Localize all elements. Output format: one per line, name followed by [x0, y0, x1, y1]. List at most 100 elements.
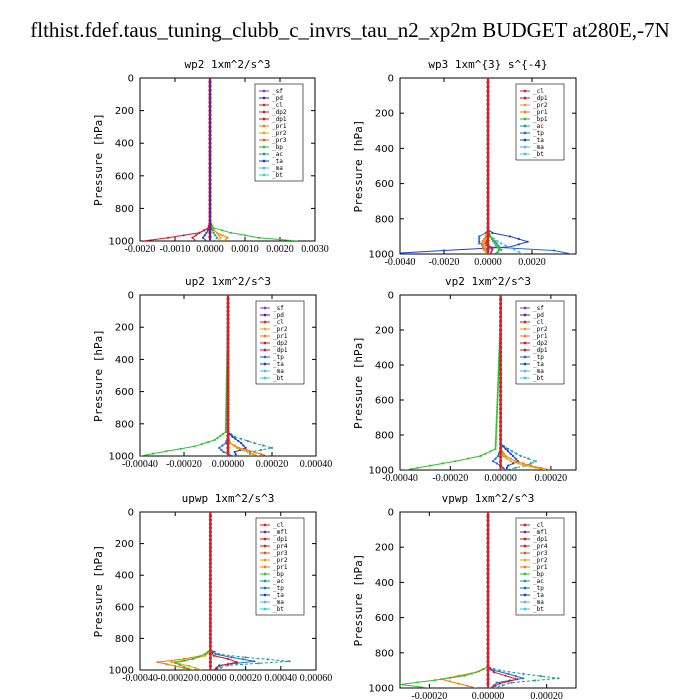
y-axis-label: Pressure [hPa] — [92, 329, 105, 422]
legend-entry: _ta — [273, 361, 284, 368]
series-point — [224, 428, 227, 431]
series-point — [527, 457, 530, 460]
series-point — [499, 359, 503, 363]
series-point — [214, 234, 217, 237]
series-point — [226, 295, 230, 297]
legend-entry: _ma — [272, 165, 283, 172]
series-group — [140, 295, 274, 456]
legend-marker — [262, 110, 266, 114]
series-point — [478, 240, 481, 243]
legend-marker — [523, 110, 527, 114]
series-point — [208, 93, 212, 96]
series-point — [486, 182, 490, 186]
series-point — [497, 361, 500, 365]
legend-marker — [262, 152, 266, 156]
series-point — [208, 660, 212, 664]
series-point — [496, 403, 499, 406]
series-point — [486, 638, 490, 642]
series-point — [208, 88, 212, 91]
legend-entry: _bt — [272, 172, 283, 179]
series-point — [215, 231, 219, 234]
legend-marker — [523, 96, 527, 100]
legend-entry: _dp1 — [272, 116, 287, 123]
panel-6: vpwp 1xm^2/s^3 Pressure [hPa] 0 200 400 600 80… — [352, 492, 577, 700]
legend-entry: _cl — [533, 522, 544, 529]
series-point — [201, 236, 205, 239]
series-point — [229, 442, 232, 445]
series-point — [482, 668, 485, 671]
series-point — [242, 444, 245, 447]
series-point — [214, 653, 217, 656]
series-point — [507, 680, 510, 683]
series-point — [499, 429, 503, 433]
legend-marker — [263, 544, 267, 548]
series-point — [208, 640, 212, 645]
series-point — [486, 589, 490, 593]
series-point — [508, 235, 512, 238]
y-tick-label: 1000 — [109, 666, 134, 677]
series-point — [208, 90, 212, 94]
series-point — [486, 155, 490, 159]
series-point — [182, 657, 186, 661]
series-point — [486, 116, 490, 120]
series-point — [486, 164, 490, 168]
series-point — [486, 541, 490, 545]
series-point — [491, 460, 495, 463]
series-point — [486, 545, 490, 549]
series-point — [486, 195, 490, 199]
legend-entry: _ma — [273, 599, 284, 606]
series-point — [208, 170, 212, 173]
series-point — [208, 151, 212, 154]
series-point — [496, 391, 499, 394]
series-point — [486, 677, 490, 681]
series-point — [486, 129, 490, 133]
series-point — [244, 446, 247, 449]
series-point — [208, 149, 212, 152]
series-point — [208, 172, 212, 175]
series-line-bp — [400, 512, 489, 688]
legend-entry: _dp2 — [533, 340, 548, 347]
series-point — [486, 138, 490, 142]
y-tick-label: 800 — [375, 648, 394, 659]
legend-marker — [523, 103, 527, 107]
series-line-pr1 — [157, 512, 211, 670]
x-tick-label: -0.00040 — [382, 473, 418, 484]
series-line-dp2 — [140, 295, 229, 456]
x-tick-label: 0.0030 — [301, 244, 329, 255]
series-point — [202, 229, 205, 232]
y-tick-label: 400 — [375, 578, 394, 589]
legend-entry: _bt — [273, 375, 284, 382]
x-tick-label: 0.0020 — [266, 244, 294, 255]
series-point — [208, 518, 212, 522]
series-point — [208, 538, 212, 542]
legend-marker — [263, 320, 267, 324]
series-point — [486, 642, 490, 646]
series-point — [208, 130, 212, 133]
series-point — [514, 460, 517, 463]
series-point — [502, 445, 505, 448]
series-point — [502, 466, 505, 469]
x-tick-label: -0.0020 — [125, 244, 156, 255]
series-point — [497, 454, 500, 458]
series-point — [203, 234, 206, 237]
y-tick-label: 0 — [128, 508, 134, 519]
series-point — [499, 433, 503, 437]
series-point — [232, 444, 235, 447]
legend-entry: _pr1 — [272, 123, 287, 130]
series-point — [497, 371, 500, 374]
series-point — [499, 442, 503, 446]
series-point — [208, 549, 212, 554]
series-point — [496, 386, 500, 389]
series-point — [486, 94, 490, 98]
legend-entry: _cl — [273, 319, 284, 326]
series-point — [489, 450, 492, 453]
series-point — [534, 460, 537, 463]
series-point — [208, 585, 212, 589]
y-tick-label: 400 — [375, 144, 394, 155]
series-point — [208, 656, 212, 660]
series-point — [218, 446, 221, 449]
y-tick-label: 800 — [375, 431, 394, 442]
series-point — [208, 609, 212, 613]
series-point — [208, 146, 212, 149]
series-point — [226, 382, 230, 386]
